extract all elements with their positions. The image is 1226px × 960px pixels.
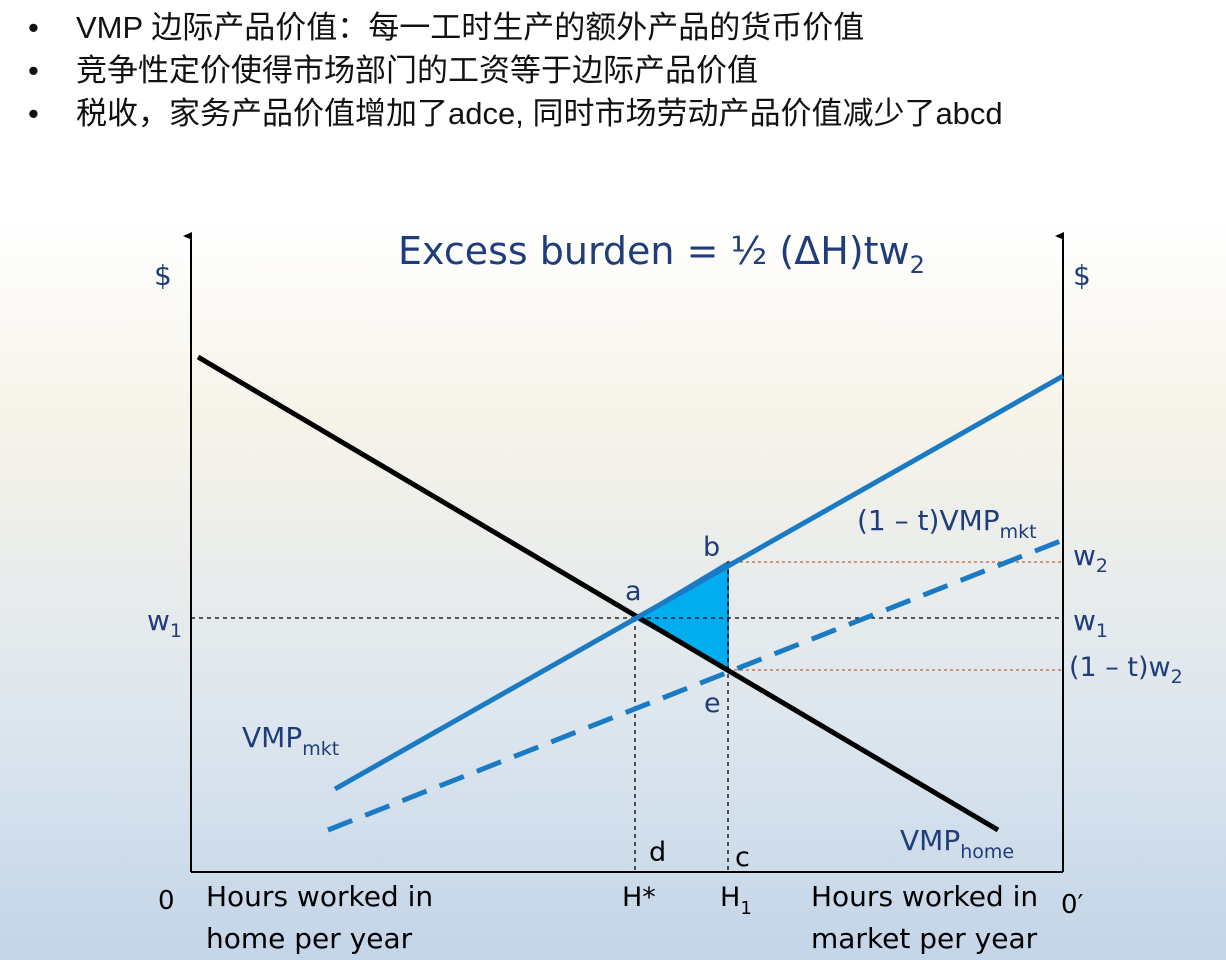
bullet-item: • 税收，家务产品价值增加了adce, 同时市场劳动产品价值减少了abcd	[24, 92, 1003, 135]
bullet-text: VMP 边际产品价值：每一工时生产的额外产品的货币价值	[76, 10, 865, 45]
x-right-axis-label: Hours worked in market per year	[811, 880, 1047, 955]
vmp-mkt-sub: mkt	[302, 738, 339, 760]
point-c-label: c	[735, 842, 750, 873]
w1-right-main: w	[1073, 604, 1096, 637]
diagram-title: Excess burden = ½ (ΔH)tw2	[398, 229, 925, 279]
bullet-text: 竞争性定价使得市场部门的工资等于边际产品价值	[76, 53, 758, 88]
vmp-mkt-main: VMP	[242, 721, 302, 754]
vmp-home-main: VMP	[900, 824, 960, 857]
w1-left-main: w	[147, 604, 170, 637]
taxed-vmp-mkt-label: (1 – t)VMPmkt	[857, 504, 1037, 543]
title-main: Excess burden = ½ (ΔH)tw	[398, 229, 910, 273]
w2-right-label: w2	[1073, 539, 1108, 577]
x-left-label-line2: home per year	[206, 922, 413, 955]
left-dollar-label: $	[154, 259, 172, 292]
point-e-label: e	[704, 688, 721, 719]
origin-left-label: 0	[158, 886, 175, 916]
point-d-label: d	[649, 837, 666, 868]
vmp-home-line	[196, 354, 1000, 833]
hstar-tick-label: H*	[622, 882, 656, 913]
w2-right-sub: 2	[1096, 555, 1108, 577]
h1-sub: 1	[740, 898, 751, 919]
vmp-home-sub: home	[960, 841, 1014, 863]
taxed-vmp-mkt-line	[327, 537, 1064, 833]
point-b-label: b	[703, 532, 720, 563]
vmp-home-label: VMPhome	[900, 824, 1014, 863]
taxed-vmp-sub: mkt	[1000, 521, 1037, 543]
w1-left-label: w1	[147, 604, 182, 642]
x-right-label-line1: Hours worked in	[811, 880, 1038, 913]
x-left-label-line1: Hours worked in	[206, 880, 433, 913]
excess-burden-triangle	[633, 560, 729, 672]
bullet-dot: •	[28, 53, 39, 88]
point-a-label: a	[625, 576, 642, 607]
x-right-label-line2: market per year	[811, 922, 1038, 955]
w1-right-sub: 1	[1096, 620, 1108, 642]
vmp-mkt-label: VMPmkt	[242, 721, 339, 760]
right-dollar-label: $	[1073, 259, 1091, 292]
title-subscript: 2	[910, 251, 925, 279]
vmp-mkt-line	[333, 373, 1065, 792]
h1-tick-label: H1	[720, 882, 752, 919]
taxed-w2-label: (1 – t)w2	[1069, 652, 1183, 688]
x-left-axis-label: Hours worked in home per year	[206, 880, 442, 955]
taxed-w2-main: (1 – t)w	[1069, 652, 1171, 683]
taxed-w2-sub: 2	[1171, 666, 1183, 688]
w1-left-sub: 1	[170, 620, 182, 642]
bullet-item: • 竞争性定价使得市场部门的工资等于边际产品价值	[24, 49, 1003, 92]
bullet-dot: •	[28, 10, 39, 45]
origin-right-label: 0′	[1061, 890, 1084, 920]
w2-right-main: w	[1073, 539, 1096, 572]
w1-right-label: w1	[1073, 604, 1108, 642]
taxed-vmp-main: (1 – t)VMP	[857, 504, 1000, 537]
bullet-list: • VMP 边际产品价值：每一工时生产的额外产品的货币价值 • 竞争性定价使得市场部…	[24, 6, 1003, 135]
bullet-item: • VMP 边际产品价值：每一工时生产的额外产品的货币价值	[24, 6, 1003, 49]
bullet-dot: •	[28, 96, 39, 131]
h1-main: H	[720, 882, 740, 913]
bullet-text: 税收，家务产品价值增加了adce, 同时市场劳动产品价值减少了abcd	[76, 96, 1003, 131]
